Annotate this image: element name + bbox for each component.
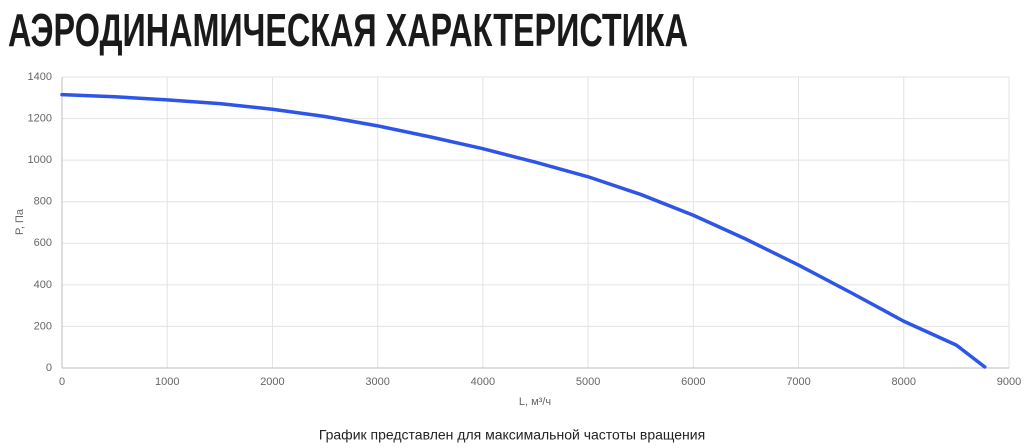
x-tick-label: 0 — [59, 376, 65, 388]
y-tick-label: 600 — [34, 237, 52, 249]
x-tick-label: 9000 — [997, 376, 1021, 388]
x-tick-label: 5000 — [576, 376, 600, 388]
x-tick-label: 6000 — [681, 376, 705, 388]
y-tick-label: 1000 — [28, 154, 52, 166]
chart-title: АЭРОДИНАМИЧЕСКАЯ ХАРАКТЕРИСТИКА — [8, 4, 688, 56]
x-tick-label: 4000 — [471, 376, 495, 388]
x-tick-label: 1000 — [155, 376, 179, 388]
y-tick-label: 400 — [34, 279, 52, 291]
line-series — [60, 92, 987, 369]
x-tick-label: 8000 — [892, 376, 916, 388]
y-tick-label: 1200 — [28, 112, 52, 124]
y-axis-label: P, Па — [14, 208, 26, 235]
y-tick-label: 0 — [46, 362, 52, 374]
y-tick-label: 200 — [34, 320, 52, 332]
y-tick-label: 800 — [34, 196, 52, 208]
x-axis-label: L, м³/ч — [519, 396, 551, 408]
x-tick-label: 7000 — [786, 376, 810, 388]
y-tick-label: 1400 — [28, 71, 52, 83]
footnote: График представлен для максимальной част… — [319, 427, 705, 443]
x-tick-label: 2000 — [260, 376, 284, 388]
x-tick-label: 3000 — [365, 376, 389, 388]
